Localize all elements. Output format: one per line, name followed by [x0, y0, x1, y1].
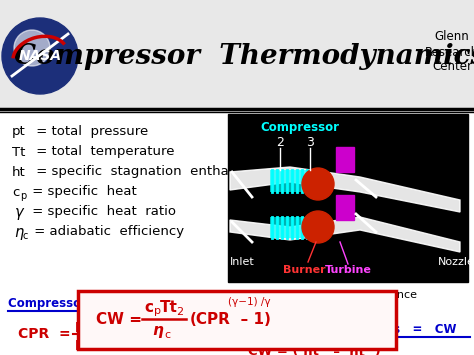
Circle shape [302, 168, 334, 200]
Text: 2: 2 [364, 343, 370, 353]
Text: Compressor  Work / mass   =   CW: Compressor Work / mass = CW [232, 323, 456, 337]
Text: c: c [12, 186, 19, 198]
Text: Turbine: Turbine [325, 265, 372, 275]
Text: γ−1: γ−1 [159, 324, 181, 334]
Circle shape [302, 211, 334, 243]
Text: η: η [152, 323, 163, 339]
Bar [270, 217, 310, 238]
Text: = specific  stagnation  enthalpy: = specific stagnation enthalpy [32, 165, 249, 179]
Text: Tt: Tt [121, 318, 137, 332]
Text: 2: 2 [135, 342, 141, 352]
Text: =: = [103, 327, 115, 341]
Text: = specific  heat: = specific heat [28, 186, 137, 198]
Text: pt: pt [12, 126, 26, 138]
Text: c: c [23, 231, 28, 241]
Text: Compressor  Pressure  Ratio    CPR: Compressor Pressure Ratio CPR [8, 297, 240, 311]
Text: Nozzle: Nozzle [438, 257, 474, 267]
Text: CPR  =: CPR = [18, 327, 71, 341]
Text: Glenn
Research
Center: Glenn Research Center [425, 31, 474, 73]
Text: pt: pt [75, 337, 91, 350]
Text: (γ−1) /γ: (γ−1) /γ [228, 297, 271, 307]
Text: CW = ( ht: CW = ( ht [248, 345, 319, 355]
Text: = total  temperature: = total temperature [32, 146, 174, 158]
Text: 2: 2 [276, 136, 284, 148]
Text: 2: 2 [176, 307, 183, 317]
Bar [270, 170, 310, 192]
Text: p: p [20, 191, 26, 201]
Text: Compressor: Compressor [261, 121, 339, 135]
Text: CW =: CW = [96, 312, 142, 328]
Bar [0, 0, 474, 112]
Text: – 1): – 1) [230, 312, 271, 328]
Text: (CPR: (CPR [190, 312, 231, 328]
Circle shape [14, 30, 50, 66]
Text: 3: 3 [89, 324, 95, 334]
Text: γ: γ [159, 309, 165, 319]
Text: ): ) [147, 324, 157, 344]
Polygon shape [230, 167, 460, 212]
Text: Tt: Tt [160, 300, 178, 315]
Text: station 3  –  compressor exit: station 3 – compressor exit [230, 304, 388, 314]
Text: 3: 3 [135, 324, 141, 334]
Text: (: ( [113, 324, 123, 344]
Text: Compressor  Thermodynamics: Compressor Thermodynamics [14, 43, 474, 70]
Text: –  ht: – ht [324, 345, 365, 355]
Text: = total  pressure: = total pressure [32, 126, 148, 138]
Text: p: p [154, 306, 161, 316]
Bar [228, 114, 468, 282]
Text: c: c [164, 330, 170, 340]
Bar [336, 195, 354, 220]
Polygon shape [230, 217, 460, 252]
Text: Tt: Tt [12, 146, 26, 158]
Bar [78, 291, 396, 349]
Text: = adiabatic  efficiency: = adiabatic efficiency [30, 225, 184, 239]
Text: η: η [14, 224, 23, 240]
Text: 2: 2 [89, 342, 95, 352]
Circle shape [2, 18, 78, 94]
Bar [336, 147, 354, 172]
Text: γ: γ [15, 204, 24, 219]
Text: c: c [144, 300, 153, 315]
Text: 3: 3 [306, 136, 314, 148]
Text: pt: pt [75, 318, 91, 332]
Text: NASA: NASA [18, 49, 62, 63]
Text: 3: 3 [318, 343, 324, 353]
Text: station 2  –  compressor entrance: station 2 – compressor entrance [230, 290, 417, 300]
Text: ): ) [370, 345, 381, 355]
Text: Burner: Burner [283, 265, 325, 275]
Text: Inlet: Inlet [229, 257, 255, 267]
Text: ht: ht [12, 165, 26, 179]
Text: = specific  heat  ratio: = specific heat ratio [28, 206, 176, 218]
Text: Tt: Tt [121, 337, 137, 350]
